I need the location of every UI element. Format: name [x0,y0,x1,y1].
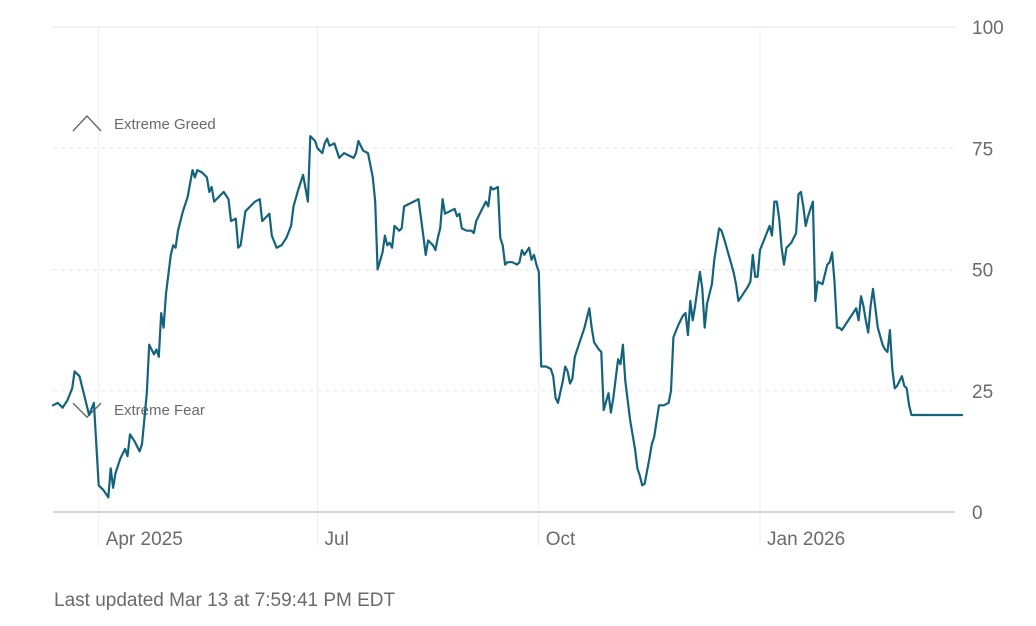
y-tick-labels: 0 25 50 75 100 [972,18,1004,524]
x-tick-label-1: Jul [325,529,349,550]
series-line-0 [51,135,964,499]
x-tick-label-3: Jan 2026 [767,529,845,550]
y-tick-label-50: 50 [972,261,993,282]
y-tick-label-0: 0 [972,503,983,524]
chevron-down-icon [72,402,102,419]
vertical-gridlines [98,27,761,546]
annotation-label-0: Extreme Greed [114,116,216,133]
last-updated-text: Last updated Mar 13 at 7:59:41 PM EDT [54,590,396,611]
fear-greed-line-chart: 0 25 50 75 100 Apr 2025 Jul Oct Jan 2026 Extrem… [51,18,1004,550]
y-tick-label-100: 100 [972,18,1004,39]
series-layer [51,135,964,499]
x-tick-labels: Apr 2025 Jul Oct Jan 2026 [106,529,845,550]
zone-annotations: Extreme Greed Extreme Fear [72,114,216,419]
chevron-up-icon [72,114,102,132]
x-tick-label-0: Apr 2025 [106,529,183,550]
x-tick-label-2: Oct [546,529,576,550]
gridlines [53,26,955,392]
annotation-label-1: Extreme Fear [114,402,205,419]
y-tick-label-75: 75 [972,139,993,160]
y-tick-label-25: 25 [972,382,993,403]
